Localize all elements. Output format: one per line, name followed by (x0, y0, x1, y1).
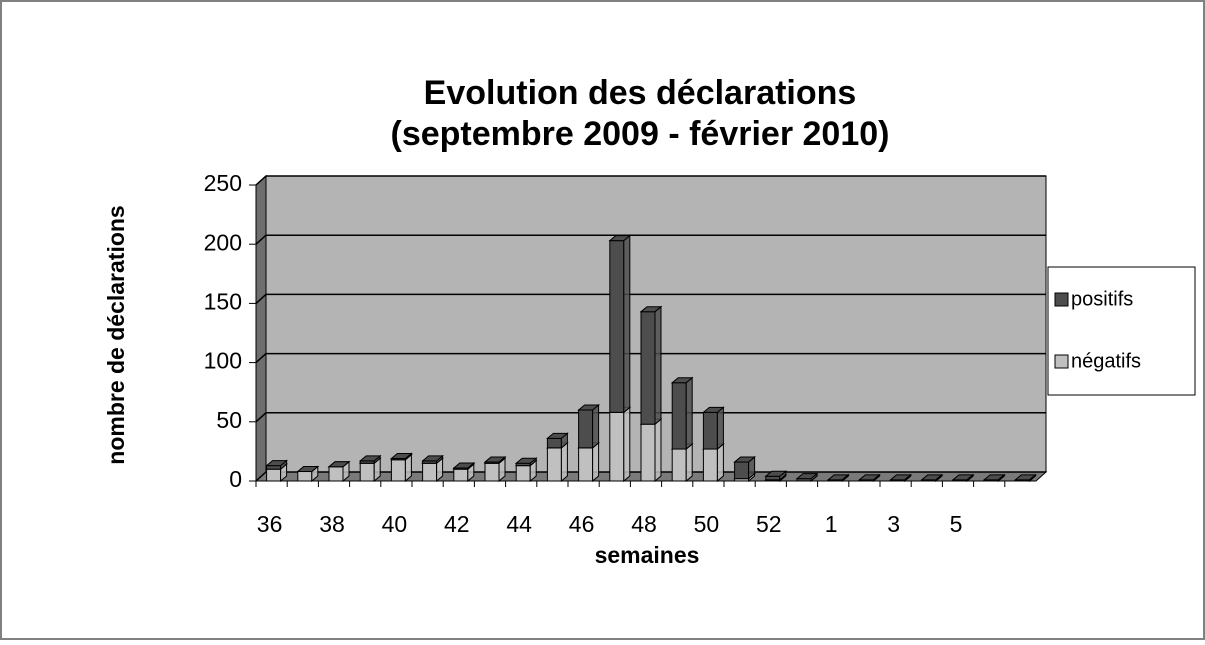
bar-top (483, 456, 507, 463)
bar-side (560, 441, 568, 483)
bar-top (327, 461, 351, 468)
y-tick-label: 50 (216, 407, 242, 433)
grid-line (255, 293, 1046, 304)
y-tick-label: 100 (204, 348, 242, 374)
bar-side (654, 418, 662, 483)
bar (359, 462, 375, 482)
bar-top (795, 473, 819, 480)
bar-top (702, 406, 725, 413)
bar-side (716, 406, 724, 451)
chart-title: (septembre 2009 - février 2010) (391, 115, 890, 153)
bar-top (826, 474, 850, 481)
x-tick-label: 5 (950, 511, 963, 537)
bar-top (358, 455, 382, 462)
bar-top (670, 377, 694, 384)
bar-top (733, 456, 756, 463)
bar-top (858, 474, 881, 481)
bar-top (639, 306, 663, 313)
bar-top (390, 453, 413, 460)
bar-side (654, 305, 662, 426)
grid-line (255, 175, 1046, 186)
bar (266, 468, 282, 482)
bar (453, 468, 469, 482)
bar-top (1014, 474, 1037, 481)
bar-top (889, 474, 912, 481)
bar-side (623, 234, 631, 414)
bar-side (685, 442, 693, 483)
bar (578, 447, 594, 482)
y-tick-label: 250 (204, 170, 242, 196)
bar-top (608, 235, 632, 242)
legend-swatch (1054, 292, 1069, 307)
bar-top (546, 432, 569, 439)
x-tick-label: 1 (825, 511, 838, 537)
grid-line (255, 412, 1046, 423)
bar-side (716, 442, 724, 483)
bar-side (685, 376, 693, 451)
x-tick-label: 36 (257, 511, 283, 537)
grid-line (255, 234, 1046, 245)
bar (765, 475, 781, 481)
bar (702, 448, 718, 482)
bar (671, 382, 687, 450)
bar (671, 448, 687, 482)
legend-box (1047, 266, 1196, 396)
bar-top (920, 474, 944, 481)
bar (609, 411, 625, 482)
legend-swatch (1054, 354, 1069, 369)
bar-top (982, 474, 1006, 481)
bar-top (296, 466, 320, 473)
bar (578, 409, 594, 449)
grid-line (255, 352, 1046, 364)
bar (734, 461, 750, 480)
chart-title: Evolution des déclarations (424, 74, 857, 112)
bar (546, 437, 562, 449)
legend-label: positifs (1071, 288, 1133, 310)
bar-side (592, 403, 600, 449)
bar (640, 311, 656, 425)
y-axis-label: nombre de déclarations (103, 205, 129, 464)
bar (328, 466, 344, 482)
x-tick-label: 50 (694, 511, 720, 537)
bar (546, 447, 562, 482)
bar (390, 459, 406, 482)
bar (609, 240, 625, 413)
x-tick-label: 48 (631, 511, 657, 537)
x-tick-label: 3 (887, 511, 900, 537)
bar-top (764, 470, 788, 477)
legend-label: négatifs (1071, 350, 1141, 372)
x-axis-label: semaines (595, 542, 700, 568)
bar (266, 465, 282, 470)
x-tick-label: 40 (382, 511, 408, 537)
bar (640, 423, 656, 482)
bar-top (951, 474, 975, 481)
x-tick-label: 42 (444, 511, 470, 537)
y-tick-label: 150 (204, 288, 242, 314)
x-tick-label: 52 (756, 511, 782, 537)
bar-top (452, 462, 476, 469)
bar-side (592, 441, 600, 483)
y-tick-label: 0 (229, 466, 242, 492)
x-tick-label: 46 (569, 511, 595, 537)
bar (297, 471, 313, 482)
bar-top (265, 460, 288, 467)
bar-top (421, 455, 444, 462)
bar-top (514, 457, 538, 464)
bar (422, 462, 438, 482)
x-tick-label: 38 (319, 511, 345, 537)
bar-side (623, 406, 631, 483)
bar (702, 411, 718, 450)
side-wall (255, 174, 267, 483)
bar-top (577, 404, 600, 411)
bar (515, 465, 531, 482)
x-tick-label: 44 (506, 511, 532, 537)
y-tick-label: 200 (204, 229, 242, 255)
bar (484, 462, 500, 482)
